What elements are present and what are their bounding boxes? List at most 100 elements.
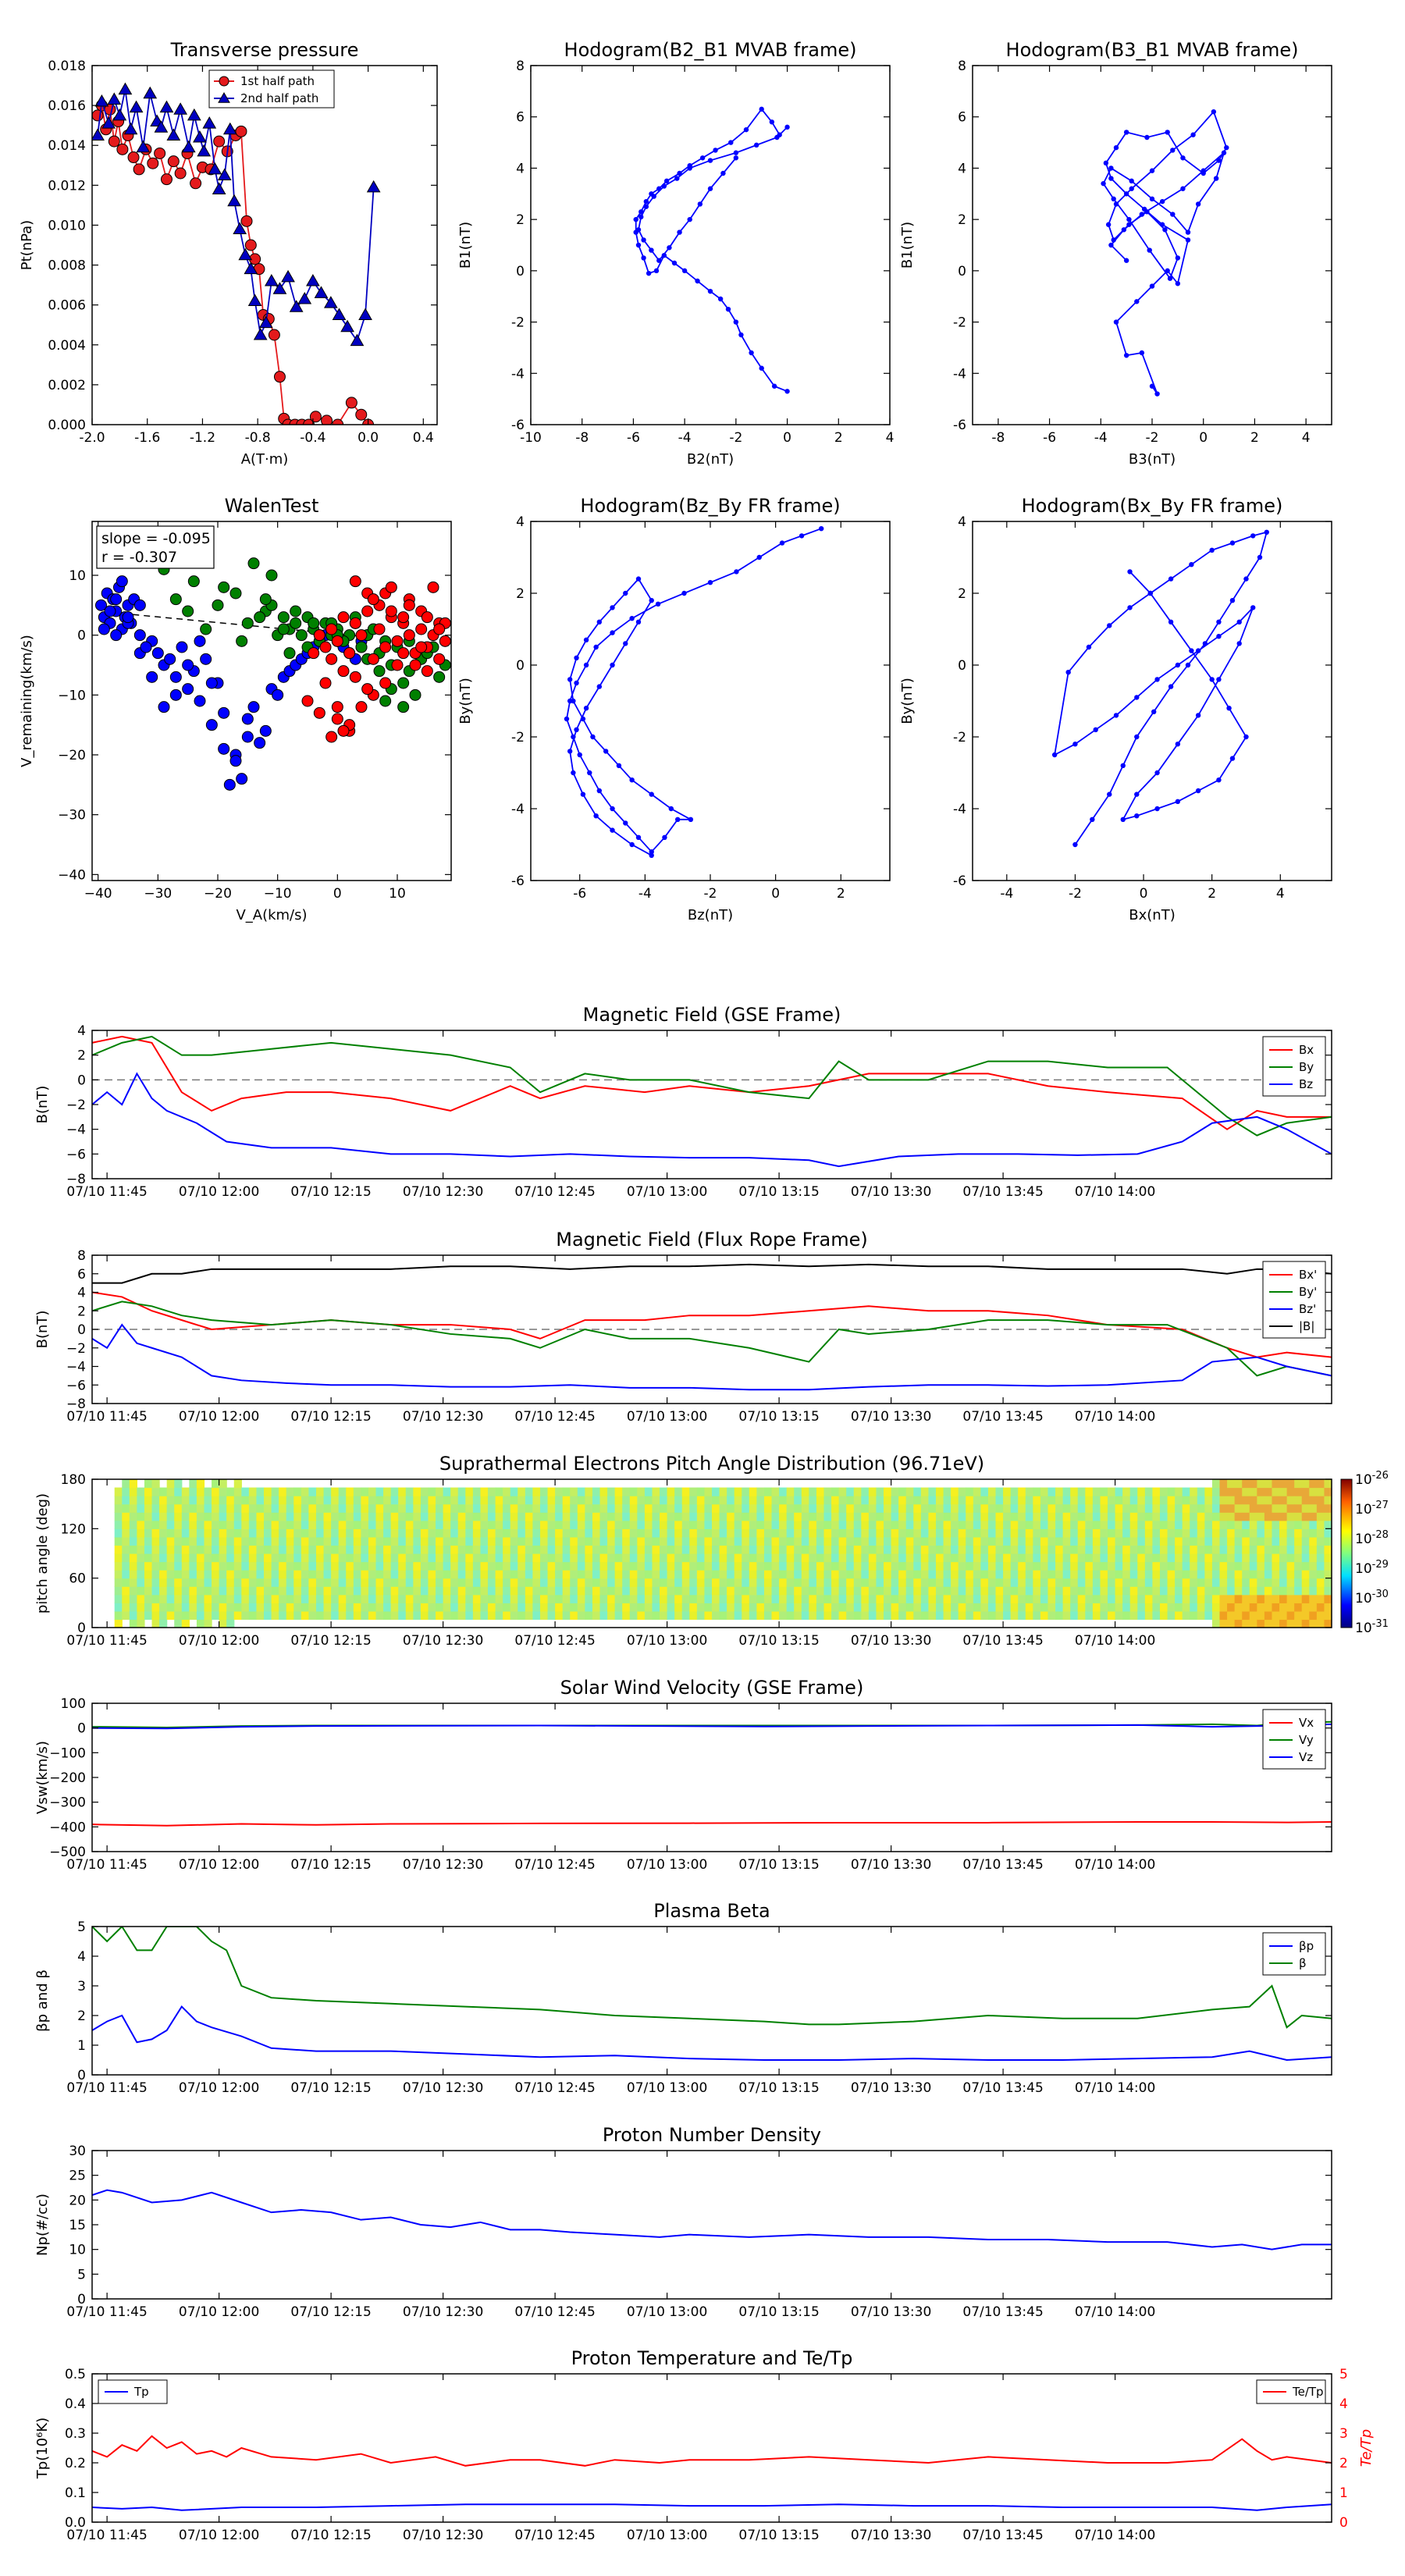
heatmap-cell	[562, 1496, 571, 1505]
heatmap-cell	[547, 1570, 556, 1579]
heatmap-cell	[248, 1545, 258, 1554]
heatmap-cell	[323, 1528, 332, 1538]
heatmap-cell	[831, 1586, 840, 1596]
colorbar-label: 10-26	[1355, 1470, 1389, 1488]
heatmap-cell	[428, 1520, 436, 1529]
data-point	[1216, 619, 1222, 624]
data-point	[373, 665, 386, 678]
y-tick-label: 0	[77, 2068, 86, 2083]
heatmap-cell	[137, 1496, 145, 1505]
heatmap-cell	[279, 1603, 287, 1612]
heatmap-cell	[1316, 1503, 1325, 1513]
heatmap-cell	[1211, 1487, 1221, 1496]
heatmap-cell	[913, 1520, 922, 1529]
x-tick-label: -10	[520, 430, 542, 446]
heatmap-cell	[928, 1496, 937, 1505]
heatmap-cell	[1108, 1536, 1116, 1546]
colorbar-exponent: -30	[1372, 1589, 1389, 1600]
heatmap-cell	[181, 1536, 190, 1546]
heatmap-cell	[1115, 1496, 1123, 1505]
heatmap-cell	[891, 1603, 899, 1612]
heatmap-cell	[1190, 1578, 1198, 1587]
data-point	[367, 593, 379, 606]
y-tick-label: 8	[77, 1248, 86, 1264]
data-point	[244, 262, 258, 275]
heatmap-cell	[264, 1528, 272, 1538]
heatmap-cell	[488, 1586, 496, 1596]
heatmap-cell	[1144, 1578, 1154, 1587]
x-tick-label: 07/10 13:30	[851, 1633, 931, 1649]
heatmap-cell	[450, 1487, 459, 1496]
heatmap-cell	[151, 1536, 160, 1546]
heatmap-cell	[279, 1528, 287, 1538]
heatmap-cell	[1234, 1570, 1243, 1579]
heatmap-cell	[368, 1586, 377, 1596]
heatmap-cell	[809, 1512, 817, 1521]
heatmap-cell	[196, 1487, 205, 1496]
heatmap-cell	[256, 1610, 265, 1621]
heatmap-cell	[539, 1528, 549, 1538]
heatmap-cell	[413, 1520, 422, 1529]
heatmap-cell	[614, 1586, 623, 1596]
x-tick-label: 0.0	[357, 430, 379, 446]
heatmap-cell	[1033, 1496, 1041, 1505]
heatmap-cell	[1182, 1487, 1190, 1496]
heatmap-cell	[823, 1536, 832, 1546]
heatmap-cell	[174, 1479, 183, 1489]
data-point	[219, 76, 229, 87]
heatmap-cell	[503, 1570, 511, 1579]
heatmap-cell	[1062, 1520, 1071, 1529]
x-tick-label: 2	[1250, 430, 1259, 446]
heatmap-cell	[301, 1594, 310, 1603]
heatmap-cell	[212, 1570, 220, 1579]
data-point	[218, 581, 230, 593]
data-point	[567, 677, 573, 682]
heatmap-cell	[495, 1536, 503, 1546]
heatmap-cell	[525, 1528, 534, 1538]
heatmap-cell	[532, 1610, 541, 1621]
heatmap-cell	[488, 1545, 496, 1554]
heatmap-cell	[1264, 1536, 1273, 1546]
heatmap-cell	[331, 1545, 340, 1554]
heatmap-cell	[1070, 1487, 1079, 1496]
heatmap-cell	[786, 1536, 795, 1546]
heatmap-cell	[1100, 1594, 1108, 1603]
heatmap-cell	[1003, 1520, 1012, 1529]
legend-label: Bx'	[1299, 1268, 1317, 1282]
heatmap-cell	[1182, 1536, 1190, 1546]
heatmap-cell	[884, 1545, 892, 1554]
heatmap-cell	[585, 1570, 593, 1579]
heatmap-cell	[1211, 1496, 1221, 1505]
heatmap-cell	[443, 1603, 451, 1612]
y-tick-label: 2	[958, 212, 966, 228]
heatmap-cell	[488, 1603, 496, 1612]
heatmap-cell	[413, 1503, 422, 1513]
heatmap-cell	[271, 1603, 279, 1612]
heatmap-cell	[443, 1487, 451, 1496]
heatmap-cell	[660, 1610, 668, 1621]
heatmap-cell	[129, 1619, 137, 1628]
heatmap-cell	[644, 1586, 653, 1596]
heatmap-cell	[1010, 1578, 1019, 1587]
heatmap-cell	[1033, 1553, 1041, 1563]
heatmap-cell	[1316, 1512, 1325, 1521]
heatmap-cell	[928, 1536, 937, 1546]
heatmap-cell	[1301, 1496, 1310, 1505]
heatmap-cell	[980, 1536, 989, 1546]
heatmap-cell	[129, 1594, 137, 1603]
data-point	[218, 742, 230, 755]
y-right-tick-label: 3	[1339, 2426, 1348, 2442]
data-point	[638, 214, 644, 220]
heatmap-cell	[786, 1561, 795, 1571]
heatmap-cell	[1264, 1545, 1273, 1554]
heatmap-cell	[712, 1536, 720, 1546]
heatmap-cell	[189, 1487, 197, 1496]
heatmap-cell	[771, 1594, 780, 1603]
heatmap-cell	[1040, 1553, 1049, 1563]
heatmap-cell	[905, 1594, 914, 1603]
heatmap-cell	[1152, 1520, 1161, 1529]
data-point	[1144, 209, 1150, 215]
y-tick-label: 0.000	[48, 418, 86, 433]
data-point	[308, 647, 320, 660]
heatmap-cell	[383, 1536, 392, 1546]
